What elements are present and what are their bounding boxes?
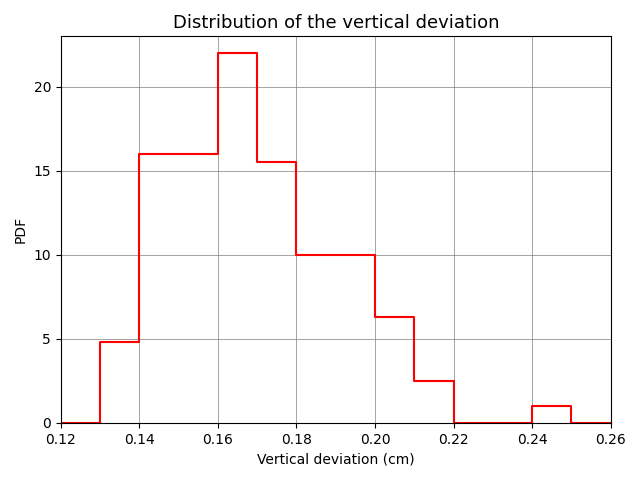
Y-axis label: PDF: PDF <box>14 216 28 243</box>
X-axis label: Vertical deviation (cm): Vertical deviation (cm) <box>257 452 415 466</box>
Title: Distribution of the vertical deviation: Distribution of the vertical deviation <box>173 14 499 32</box>
